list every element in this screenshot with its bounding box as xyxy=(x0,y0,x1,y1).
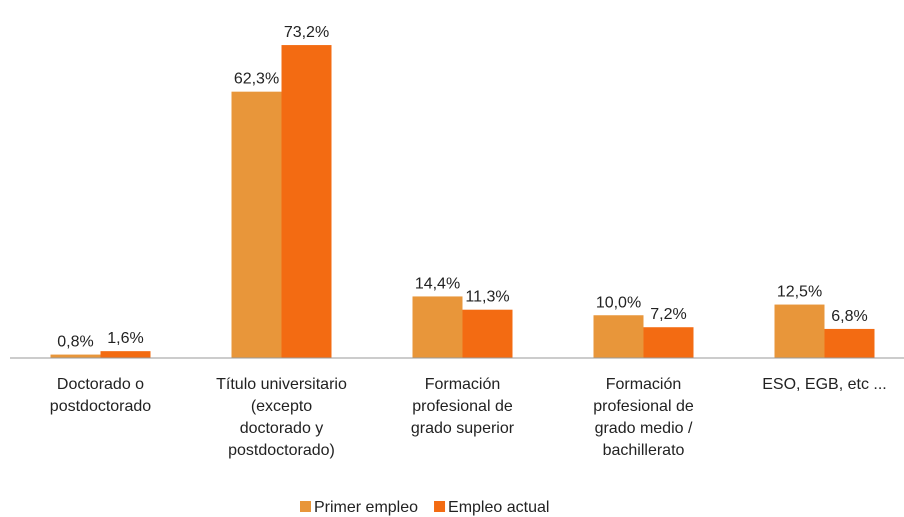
bar xyxy=(412,296,463,358)
x-tick-label: Título universitario (excepto doctorado … xyxy=(216,376,347,459)
x-tick-label: Doctorado o postdoctorado xyxy=(49,376,152,415)
legend-swatch xyxy=(300,501,311,512)
data-label: 7,2% xyxy=(650,306,686,323)
x-tick-label: Formación profesional de grado superior xyxy=(410,376,515,437)
bar xyxy=(231,91,282,358)
bar xyxy=(462,309,513,358)
data-label: 12,5% xyxy=(777,284,822,301)
legend-label: Primer empleo xyxy=(314,499,418,516)
bar xyxy=(774,304,825,358)
bar xyxy=(100,351,151,358)
bar xyxy=(824,328,875,358)
data-label: 6,8% xyxy=(831,308,867,325)
legend-label: Empleo actual xyxy=(448,499,549,516)
bar xyxy=(50,354,101,358)
data-label: 10,0% xyxy=(596,294,641,311)
bar xyxy=(593,315,644,358)
x-tick-label: ESO, EGB, etc ... xyxy=(762,376,887,393)
bar xyxy=(281,45,332,358)
data-label: 62,3% xyxy=(234,71,279,88)
legend-swatch xyxy=(434,501,446,512)
data-label: 14,4% xyxy=(415,275,460,292)
data-label: 11,3% xyxy=(465,289,509,306)
data-label: 1,6% xyxy=(107,330,143,347)
data-label: 73,2% xyxy=(284,24,329,41)
bar xyxy=(643,327,694,358)
data-label: 0,8% xyxy=(57,334,93,351)
x-tick-label: Formación profesional de grado medio / b… xyxy=(593,376,694,459)
